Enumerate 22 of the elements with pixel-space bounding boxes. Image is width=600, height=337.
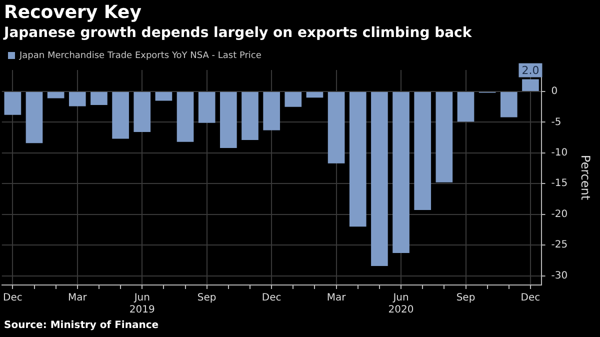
chart-title: Recovery Key <box>3 1 142 24</box>
source-note: Source: Ministry of Finance <box>3 319 160 333</box>
x-tick-label: Dec <box>262 292 282 304</box>
x-tick-label: Dec <box>2 292 22 304</box>
y-tick-label: 0 <box>551 86 558 98</box>
x-tick-label: Jun 2019 <box>129 292 155 316</box>
y-tick-label: -5 <box>551 116 562 128</box>
data-label: 2.0 <box>522 64 540 78</box>
y-tick-label: -20 <box>551 208 568 220</box>
chart-subtitle: Japanese growth depends largely on exports climbing back <box>2 24 473 43</box>
y-tick-label: -30 <box>551 270 568 282</box>
x-tick-label: Dec <box>520 292 540 304</box>
x-tick-label: Mar <box>326 292 347 304</box>
x-tick-label: Jun 2020 <box>388 292 414 316</box>
x-tick-label: Mar <box>68 292 88 304</box>
y-axis-title: Percent <box>578 154 593 200</box>
x-tick-label: Sep <box>456 292 476 304</box>
legend-label: Japan Merchandise Trade Exports YoY NSA - Last Price <box>18 50 262 61</box>
x-tick-label: Sep <box>197 292 216 304</box>
y-tick-label: -25 <box>551 240 568 251</box>
y-tick-label: -15 <box>551 178 568 190</box>
y-tick-label: -10 <box>551 148 568 159</box>
